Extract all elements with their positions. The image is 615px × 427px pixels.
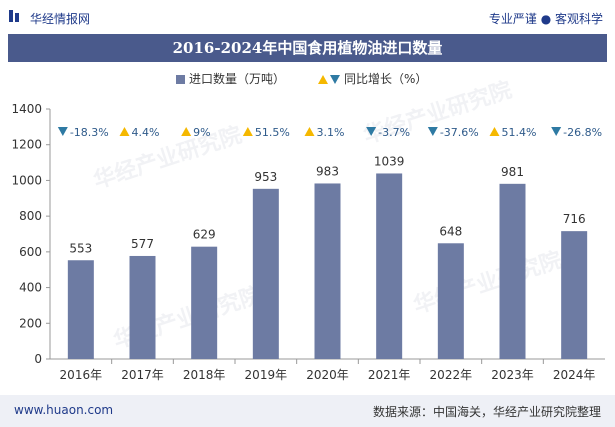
growth-label: 51.4% (502, 126, 537, 139)
growth-label: 3.1% (317, 126, 345, 139)
bar-swatch-icon (176, 75, 185, 84)
chart-title: 2016-2024年中国食用植物油进口数量 (172, 39, 443, 57)
bar-value-label: 577 (131, 237, 154, 251)
bar-value-label: 953 (254, 170, 277, 184)
bar-value-label: 1039 (374, 154, 405, 168)
title-bar: 2016-2024年中国食用植物油进口数量 (8, 34, 607, 62)
y-tick-label: 200 (19, 316, 42, 330)
growth-down-marker (366, 127, 377, 136)
x-tick-label: 2019年 (245, 368, 288, 382)
growth-label: -3.7% (378, 126, 410, 139)
legend-label-growth: 同比增长（%） (344, 72, 428, 86)
y-tick-label: 600 (19, 245, 42, 259)
x-tick-label: 2022年 (430, 368, 473, 382)
growth-up-marker (181, 127, 192, 136)
bar (376, 173, 403, 359)
legend-label-quantity: 进口数量（万吨） (189, 72, 286, 86)
growth-up-marker (119, 127, 130, 136)
legend-item-quantity: 进口数量（万吨） (176, 70, 285, 87)
bar (67, 260, 94, 359)
y-tick-label: 800 (19, 209, 42, 223)
x-tick-label: 2020年 (306, 368, 349, 382)
bar (191, 246, 218, 359)
bar-chart: 0 200 400 600 800 1000 1200 1400 553 2016年 -18.3% 5… (11, 102, 605, 382)
bar-value-label: 983 (316, 164, 339, 178)
data-source: 数据来源：中国海关，华经产业研究院整理 (372, 405, 601, 419)
bar (314, 183, 341, 359)
growth-label: -18.3% (70, 126, 109, 139)
x-tick-label: 2018年 (183, 368, 226, 382)
growth-up-marker (242, 127, 253, 136)
website-link[interactable]: www.huaon.com (14, 403, 114, 417)
motto: 专业严谨 ● 客观科学 (488, 12, 603, 26)
legend-item-growth: 同比增长（%） (318, 70, 427, 87)
x-tick-label: 2017年 (121, 368, 164, 382)
growth-label: 9% (193, 126, 210, 139)
growth-up-marker (304, 127, 315, 136)
growth-label: 51.5% (255, 126, 290, 139)
bar-value-label: 629 (193, 228, 216, 242)
bar-value-label: 716 (563, 212, 586, 226)
legend: 进口数量（万吨） 同比增长（%） (0, 68, 615, 88)
growth-label: -26.8% (563, 126, 602, 139)
growth-down-marker (427, 127, 438, 136)
y-tick-label: 1200 (11, 138, 42, 152)
bar (561, 231, 588, 359)
growth-label: 4.4% (132, 126, 160, 139)
logo-icon (9, 10, 19, 22)
growth-down-marker (57, 127, 68, 136)
x-tick-label: 2016年 (60, 368, 103, 382)
y-tick-label: 0 (34, 352, 42, 366)
bar-value-label: 553 (69, 241, 92, 255)
x-tick-label: 2021年 (368, 368, 411, 382)
top-bar: 华经情报网 专业严谨 ● 客观科学 (0, 0, 615, 34)
triangle-up-icon (318, 75, 328, 84)
x-tick-label: 2024年 (553, 368, 596, 382)
bar (252, 188, 279, 359)
bar (129, 255, 156, 359)
bar (499, 183, 526, 359)
triangle-down-icon (330, 75, 340, 84)
footer: www.huaon.com 数据来源：中国海关，华经产业研究院整理 (0, 395, 615, 427)
y-tick-label: 1000 (11, 173, 42, 187)
growth-label: -37.6% (440, 126, 479, 139)
bar (437, 243, 464, 359)
y-tick-label: 1400 (11, 102, 42, 116)
bar-value-label: 648 (439, 224, 462, 238)
y-tick-label: 400 (19, 281, 42, 295)
growth-down-marker (551, 127, 562, 136)
brand-name: 华经情报网 (30, 12, 91, 26)
growth-up-marker (489, 127, 500, 136)
bar-value-label: 981 (501, 165, 524, 179)
x-tick-label: 2023年 (491, 368, 534, 382)
